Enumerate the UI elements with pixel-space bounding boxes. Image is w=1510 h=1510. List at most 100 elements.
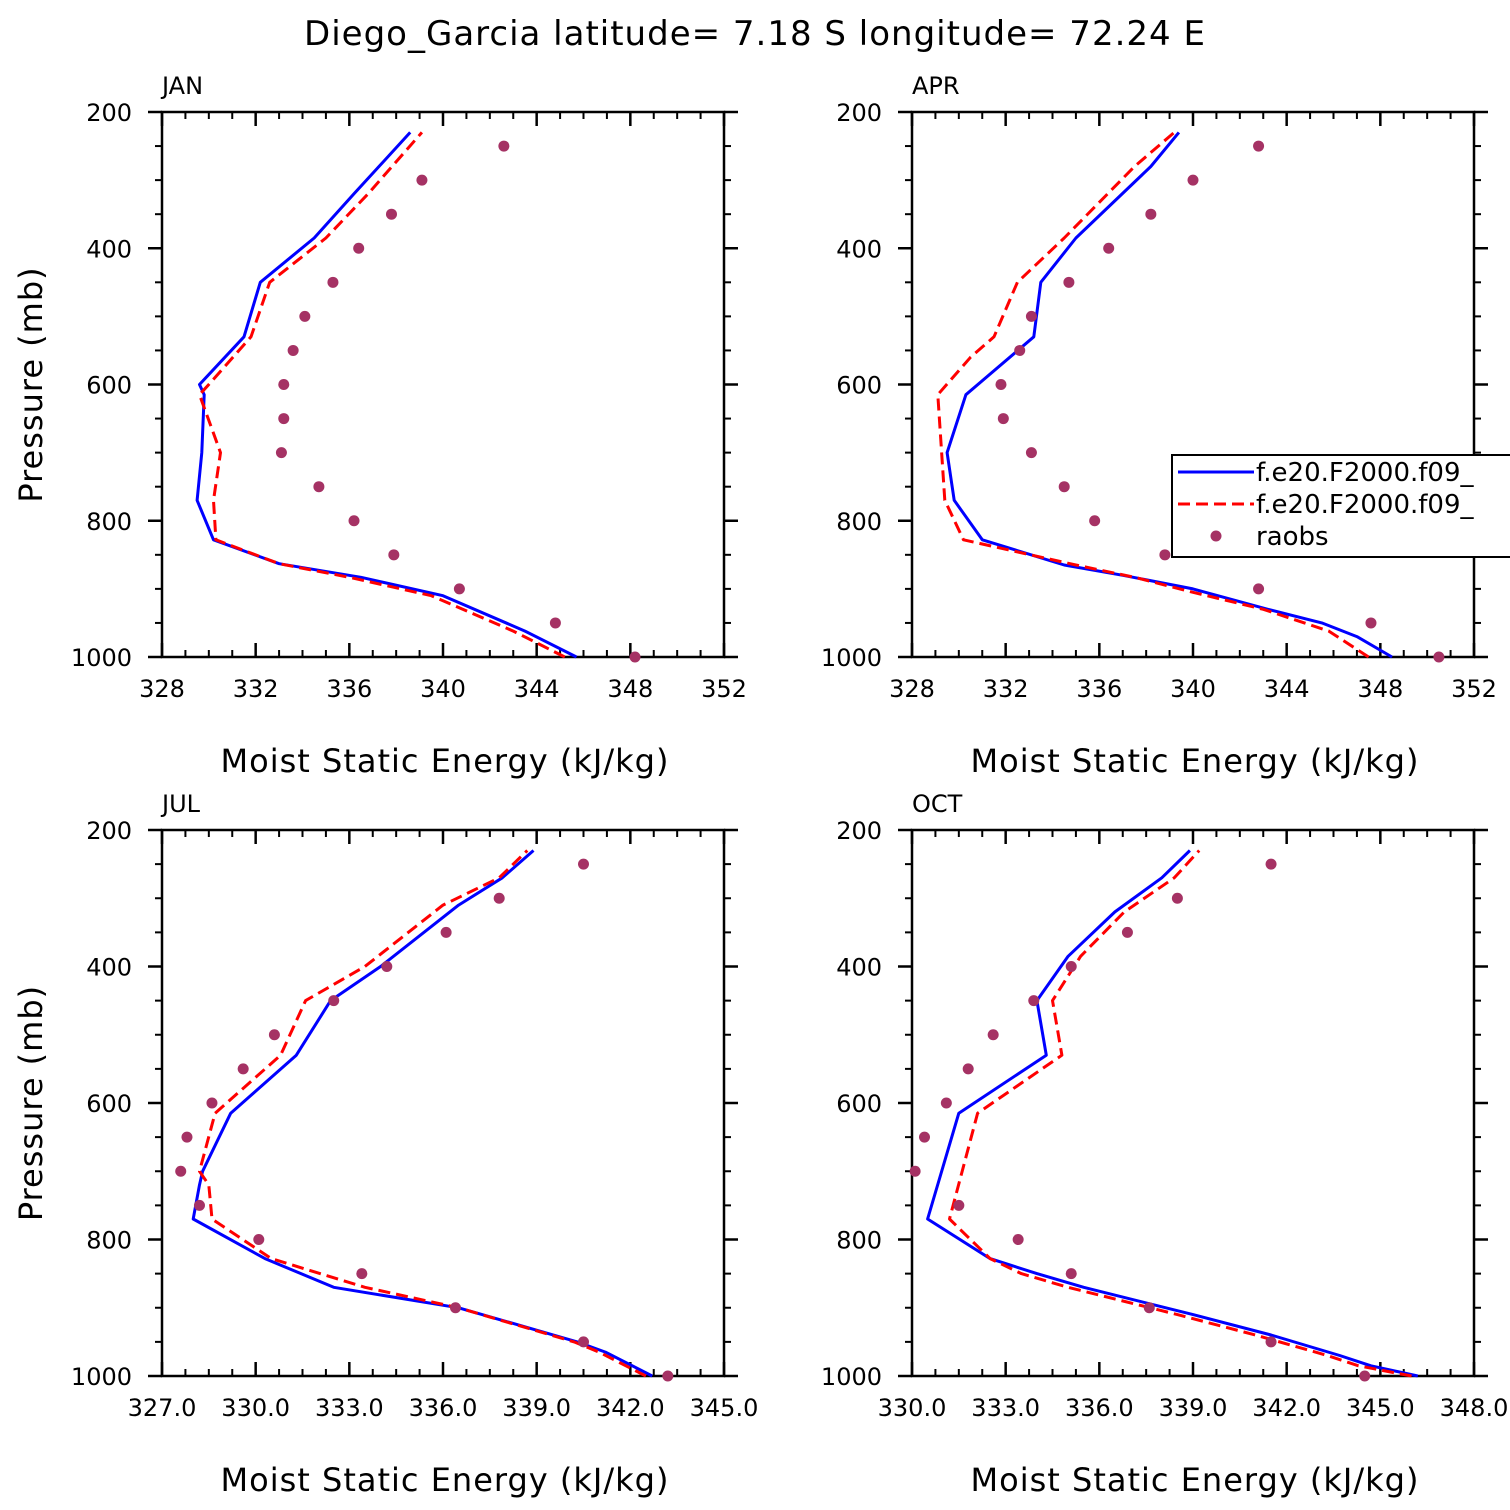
- raobs-point: [1253, 140, 1265, 152]
- figure-title: Diego_Garcia latitude= 7.18 S longitude=…: [304, 14, 1206, 54]
- raobs-point: [253, 1234, 265, 1245]
- panel-jul: JUL 327.0 330.0 333.0 336.0 339.0 342.0 345.0 20…: [12, 790, 758, 1499]
- y-tick-label: 200: [86, 99, 132, 127]
- x-tick-label: 345.0: [690, 1394, 759, 1422]
- raobs-point: [909, 1165, 921, 1177]
- raobs-point: [440, 926, 452, 938]
- raobs-point: [662, 1370, 674, 1382]
- raobs-point: [356, 1268, 368, 1280]
- raobs-point: [953, 1199, 965, 1211]
- x-tick-label: 348: [607, 675, 653, 703]
- raobs-point: [1171, 892, 1183, 904]
- x-axis-label: Moist Static Energy (kJ/kg): [971, 1461, 1420, 1499]
- y-tick-label: 600: [86, 1090, 132, 1118]
- legend-marker-dot: [1210, 530, 1222, 542]
- raobs-point: [193, 1199, 205, 1211]
- y-axis-label: Pressure (mb): [12, 266, 50, 502]
- legend-label: f.e20.F2000.f09_: [1256, 490, 1474, 520]
- panel-label: JUL: [160, 790, 201, 818]
- y-tick-label: 400: [86, 954, 132, 982]
- raobs-point: [353, 242, 365, 254]
- x-tick-label: 340: [420, 675, 466, 703]
- x-tick-label: 352: [701, 675, 747, 703]
- x-tick-label: 327.0: [128, 1394, 197, 1422]
- raobs-point: [348, 515, 360, 527]
- raobs-point: [237, 1063, 249, 1075]
- raobs-point: [1265, 1336, 1277, 1348]
- raobs-point: [1159, 549, 1171, 561]
- raobs-point: [287, 344, 299, 356]
- x-axis-label: Moist Static Energy (kJ/kg): [221, 1461, 670, 1499]
- x-tick-label: 332: [233, 675, 279, 703]
- x-tick-label: 332: [983, 675, 1029, 703]
- x-axis-label: Moist Static Energy (kJ/kg): [221, 742, 670, 780]
- raobs-point: [962, 1063, 974, 1075]
- series-line-dashed: [936, 131, 1370, 659]
- raobs-point: [629, 651, 641, 663]
- y-tick-label: 1000: [821, 644, 882, 672]
- raobs-point: [997, 413, 1009, 425]
- legend: f.e20.F2000.f09_f.e20.F2000.f09_raobs: [1171, 454, 1510, 558]
- series-line-dashed: [198, 849, 647, 1378]
- y-tick-label: 800: [836, 1227, 882, 1255]
- x-tick-label: 352: [1451, 675, 1497, 703]
- raobs-point: [1103, 242, 1115, 254]
- panel-label: OCT: [912, 790, 963, 818]
- raobs-point: [1014, 344, 1026, 356]
- x-tick-label: 342.0: [596, 1394, 665, 1422]
- y-tick-label: 1000: [71, 644, 132, 672]
- raobs-point: [940, 1097, 952, 1109]
- raobs-point: [299, 310, 311, 322]
- raobs-point: [1265, 858, 1277, 870]
- raobs-point: [1433, 651, 1445, 663]
- y-tick-label: 600: [86, 372, 132, 400]
- raobs-point: [275, 447, 287, 459]
- raobs-point: [1065, 961, 1077, 972]
- series-line-solid: [945, 131, 1393, 659]
- raobs-point: [313, 481, 325, 493]
- x-tick-label: 330.0: [221, 1394, 290, 1422]
- raobs-point: [995, 379, 1007, 390]
- panel-label: APR: [912, 72, 960, 100]
- y-tick-label: 200: [86, 817, 132, 845]
- y-tick-label: 800: [836, 508, 882, 536]
- raobs-point: [327, 276, 339, 288]
- x-tick-label: 339.0: [502, 1394, 571, 1422]
- raobs-point: [175, 1165, 187, 1177]
- raobs-point: [388, 549, 400, 561]
- raobs-point: [493, 892, 505, 904]
- x-tick-label: 339.0: [1159, 1394, 1228, 1422]
- legend-label: f.e20.F2000.f09_: [1256, 458, 1474, 488]
- raobs-point: [1063, 276, 1075, 288]
- raobs-point: [1025, 447, 1037, 459]
- raobs-point: [1365, 617, 1377, 629]
- raobs-point: [416, 174, 428, 186]
- x-tick-label: 344: [514, 675, 560, 703]
- y-tick-label: 1000: [71, 1363, 132, 1391]
- panels: JAN 328 332 336 340 344 348 352 200 400 600 800 1000…: [12, 72, 1508, 1499]
- x-tick-label: 333.0: [315, 1394, 384, 1422]
- plot-frame: [160, 110, 726, 659]
- y-tick-label: 800: [86, 508, 132, 536]
- panel-label: JAN: [160, 72, 203, 100]
- raobs-point: [1028, 995, 1040, 1007]
- x-tick-label: 336.0: [1065, 1394, 1134, 1422]
- raobs-point: [1065, 1268, 1077, 1280]
- raobs-point: [578, 1336, 589, 1348]
- raobs-point: [381, 961, 393, 972]
- x-tick-label: 336: [1076, 675, 1122, 703]
- raobs-point: [206, 1097, 218, 1109]
- y-tick-label: 400: [836, 235, 882, 263]
- y-tick-label: 600: [836, 372, 882, 400]
- raobs-point: [278, 379, 290, 390]
- x-tick-label: 340: [1170, 675, 1216, 703]
- raobs-point: [1012, 1234, 1024, 1245]
- raobs-point: [1145, 208, 1157, 220]
- panel-jan: JAN 328 332 336 340 344 348 352 200 400 600 800 1000…: [12, 72, 747, 780]
- raobs-point: [1121, 926, 1133, 938]
- raobs-point: [1089, 515, 1101, 527]
- raobs-point: [1058, 481, 1070, 493]
- y-tick-label: 200: [836, 99, 882, 127]
- legend-label: raobs: [1256, 522, 1329, 552]
